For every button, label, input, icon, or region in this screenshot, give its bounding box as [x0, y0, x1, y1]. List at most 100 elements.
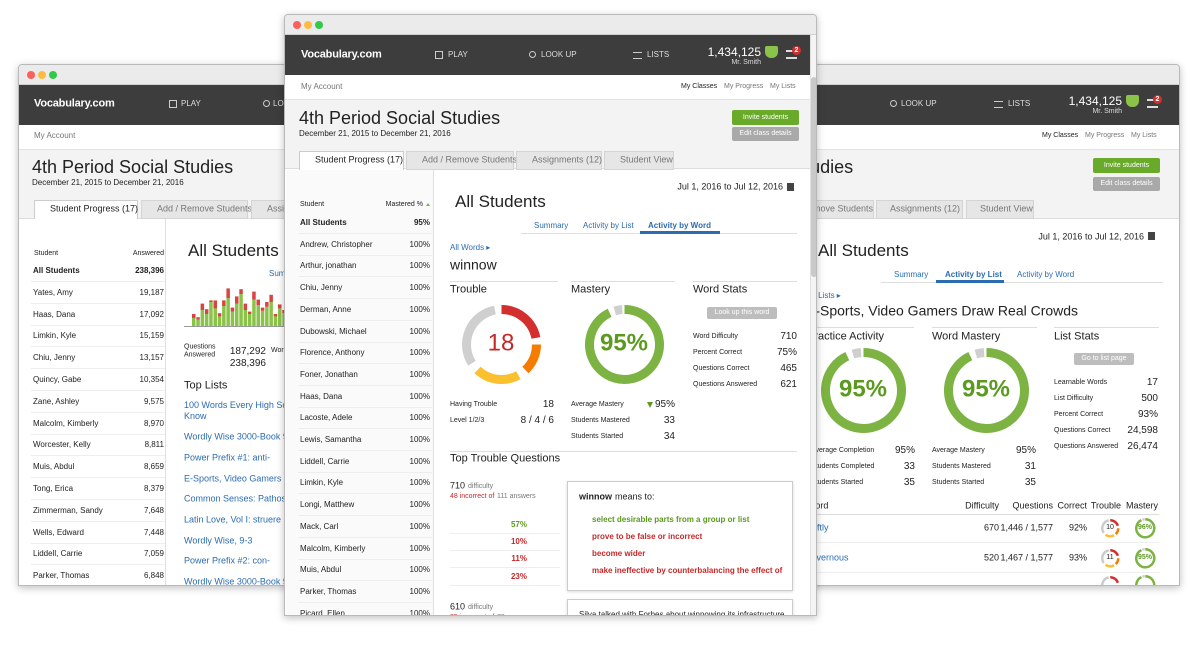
tab[interactable]: [604, 151, 674, 170]
user-name[interactable]: Mr. Smith: [731, 58, 761, 66]
user-name[interactable]: Mr. Smith: [1092, 107, 1122, 115]
student-name[interactable]: Wells, Edward: [33, 527, 84, 537]
student-name[interactable]: Muis, Abdul: [300, 565, 342, 575]
edit-button[interactable]: [1093, 177, 1160, 191]
student-name[interactable]: Worcester, Kelly: [33, 440, 91, 450]
tab-label[interactable]: Student Progress (17): [50, 203, 139, 214]
invite-button[interactable]: [732, 110, 799, 125]
student-name[interactable]: Lacoste, Adele: [300, 413, 353, 423]
tab[interactable]: [876, 200, 963, 219]
student-name[interactable]: Dubowski, Michael: [300, 326, 367, 336]
tab[interactable]: [299, 151, 404, 170]
date-range[interactable]: Jul 1, 2016 to Jul 12, 2016: [677, 181, 783, 192]
student-name[interactable]: Malcolm, Kimberly: [300, 543, 366, 553]
tab-label[interactable]: Assignments (12): [890, 203, 961, 214]
tab[interactable]: [966, 200, 1034, 219]
student-name[interactable]: Picard, Ellen: [300, 608, 345, 616]
subtab[interactable]: Summary: [894, 270, 929, 280]
list-link[interactable]: Wordly Wise 3000-Book 9-L: [184, 576, 296, 586]
nav-link[interactable]: PLAY: [448, 50, 468, 60]
student-name[interactable]: Parker, Thomas: [33, 571, 90, 581]
student-name[interactable]: Arthur, jonathan: [300, 261, 357, 271]
subtab[interactable]: Activity by List: [583, 221, 634, 231]
student-name[interactable]: Haas, Dana: [33, 309, 76, 319]
student-name[interactable]: Muis, Abdul: [33, 462, 75, 472]
account-link[interactable]: My Lists: [1131, 131, 1157, 139]
tab-label[interactable]: Student View: [620, 154, 673, 165]
account-link[interactable]: My Classes: [681, 82, 718, 90]
student-name[interactable]: Limkin, Kyle: [33, 331, 77, 341]
button-label[interactable]: Edit class details: [739, 129, 792, 137]
button-label[interactable]: Edit class details: [1100, 179, 1153, 187]
student-name[interactable]: Chiu, Jenny: [300, 283, 343, 293]
nav-link[interactable]: LISTS: [647, 50, 670, 60]
word-link[interactable]: cavernous: [807, 552, 849, 563]
tab-label[interactable]: Assignments (12): [532, 154, 603, 165]
account-link[interactable]: My Account: [301, 82, 343, 92]
button-label[interactable]: Invite students: [742, 113, 789, 121]
tab[interactable]: [34, 200, 138, 219]
tab-label[interactable]: Add / Remove Students: [778, 203, 874, 214]
account-link[interactable]: My Classes: [1042, 131, 1079, 139]
lookup-button[interactable]: [707, 307, 777, 319]
list-link[interactable]: E-Sports, Video Gamers Dra: [184, 473, 299, 484]
tab[interactable]: [406, 151, 514, 170]
student-name[interactable]: Derman, Anne: [300, 305, 352, 314]
subtab[interactable]: Activity by Word: [1017, 270, 1075, 280]
list-link[interactable]: Latin Love, Vol I: struere: [184, 514, 282, 525]
student-name[interactable]: Mack, Carl: [300, 522, 339, 531]
tab[interactable]: [516, 151, 602, 170]
student-name[interactable]: Haas, Dana: [300, 391, 343, 401]
tab-label[interactable]: Add / Remove Students: [157, 203, 253, 214]
nav-link[interactable]: PLAY: [181, 99, 201, 109]
student-name[interactable]: All Students: [33, 266, 80, 276]
word-link[interactable]: deftly: [807, 522, 829, 533]
button-label[interactable]: Go to list page: [1081, 354, 1127, 362]
student-name[interactable]: Malcolm, Kimberly: [33, 418, 99, 428]
list-link[interactable]: Wordly Wise, 9-3: [184, 535, 253, 546]
student-name[interactable]: Liddell, Carrie: [300, 456, 350, 466]
tab[interactable]: [141, 200, 248, 219]
invite-button[interactable]: [1093, 158, 1160, 173]
student-name[interactable]: Liddell, Carrie: [33, 549, 83, 559]
list-link[interactable]: Wordly Wise 3000-Book 9-L: [184, 431, 296, 442]
tab-label[interactable]: Add / Remove Students: [422, 154, 518, 165]
student-name[interactable]: Florence, Anthony: [300, 348, 365, 358]
list-link[interactable]: Common Senses: Pathos: [184, 493, 287, 504]
student-name[interactable]: Tong, Erica: [33, 484, 74, 494]
menu-icon[interactable]: [1147, 99, 1158, 108]
edit-button[interactable]: [732, 127, 799, 141]
list-link[interactable]: 100 Words Every High School Know: [184, 400, 304, 421]
account-link[interactable]: My Progress: [1085, 131, 1125, 139]
subtab[interactable]: Summary: [534, 221, 569, 231]
list-link[interactable]: Power Prefix #1: anti-: [184, 452, 271, 463]
button-label[interactable]: Invite students: [1103, 161, 1150, 169]
account-link[interactable]: My Lists: [770, 82, 796, 90]
student-name[interactable]: Yates, Amy: [33, 288, 73, 297]
breadcrumb[interactable]: All Lists ▸: [807, 291, 841, 301]
list-page-button[interactable]: [1074, 353, 1134, 365]
subtab[interactable]: Activity by Word: [648, 221, 711, 231]
student-name[interactable]: Foner, Jonathan: [300, 370, 358, 380]
student-name[interactable]: Limkin, Kyle: [300, 478, 344, 488]
list-link[interactable]: Power Prefix #2: con-: [184, 555, 271, 566]
account-link[interactable]: My Account: [34, 131, 76, 141]
student-name[interactable]: Zane, Ashley: [33, 397, 80, 406]
logo[interactable]: Vocabulary.com: [34, 97, 115, 110]
nav-link[interactable]: LOOK UP: [541, 50, 577, 60]
tab-label[interactable]: Student Progress (17): [315, 154, 404, 165]
student-name[interactable]: Lewis, Samantha: [300, 435, 362, 445]
account-link[interactable]: My Progress: [724, 82, 764, 90]
student-name[interactable]: Chiu, Jenny: [33, 353, 76, 363]
breadcrumb[interactable]: All Words ▸: [450, 243, 491, 253]
student-name[interactable]: Parker, Thomas: [300, 587, 357, 597]
button-label[interactable]: Look up this word: [714, 308, 770, 316]
subtab[interactable]: Activity by List: [945, 270, 1002, 280]
nav-link[interactable]: LOOK UP: [901, 99, 937, 109]
student-name[interactable]: All Students: [300, 218, 347, 228]
tab-label[interactable]: Student View: [980, 203, 1033, 214]
student-name[interactable]: Longi, Matthew: [300, 500, 355, 510]
student-name[interactable]: Quincy, Gabe: [33, 375, 82, 385]
student-name[interactable]: Andrew, Christopher: [300, 239, 373, 249]
logo[interactable]: Vocabulary.com: [301, 48, 382, 61]
